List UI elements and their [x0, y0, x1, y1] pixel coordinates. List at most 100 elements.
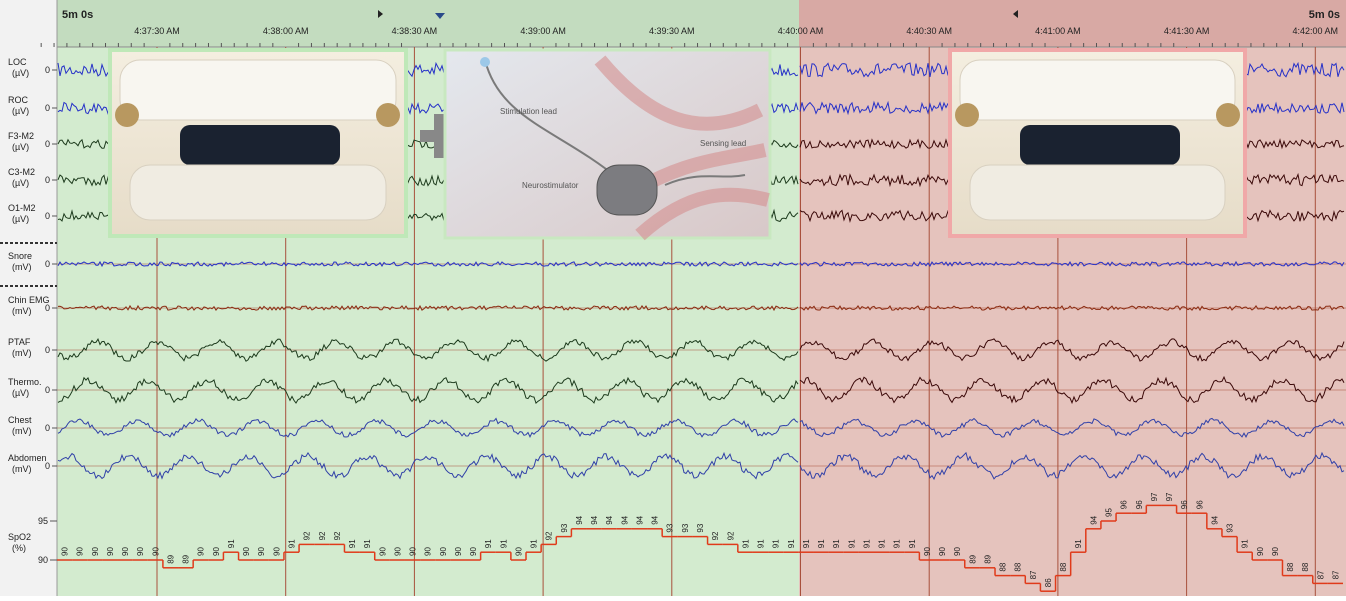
- spo2-value: 91: [817, 539, 826, 548]
- channel-unit: (mV): [12, 306, 32, 316]
- spo2-value: 90: [91, 547, 100, 556]
- neurostimulator-label: Neurostimulator: [522, 181, 579, 190]
- spo2-value: 93: [681, 523, 690, 532]
- spo2-value: 88: [1286, 562, 1295, 571]
- spo2-value: 86: [1044, 578, 1053, 587]
- psg-viewer: 5m 0s 5m 0s 4:37:30 AM4:38:00 AM4:38:30 …: [0, 0, 1346, 596]
- channel-label: PTAF: [8, 337, 31, 347]
- spo2-value: 94: [635, 515, 644, 524]
- spo2-value: 92: [545, 531, 554, 540]
- spo2-value: 91: [802, 539, 811, 548]
- spo2-value: 88: [1059, 562, 1068, 571]
- spo2-value: 88: [1301, 562, 1310, 571]
- spo2-value: 91: [1241, 539, 1250, 548]
- time-label: 4:39:30 AM: [649, 26, 695, 36]
- time-label: 4:41:00 AM: [1035, 26, 1081, 36]
- spo2-value: 89: [166, 554, 175, 563]
- time-label: 4:38:30 AM: [392, 26, 438, 36]
- spo2-value: 94: [651, 515, 660, 524]
- spo2-value: 94: [605, 515, 614, 524]
- spo2-value: 96: [1135, 500, 1144, 509]
- channel-label: Thermo.: [8, 377, 42, 387]
- time-label: 4:42:00 AM: [1293, 26, 1339, 36]
- channel-unit: (mV): [12, 464, 32, 474]
- spo2-value: 90: [378, 547, 387, 556]
- time-label: 4:38:00 AM: [263, 26, 309, 36]
- spo2-value: 97: [1150, 492, 1159, 501]
- spo2-value: 93: [666, 523, 675, 532]
- channel-zero: 0: [45, 259, 50, 269]
- oral-appliance-right: [950, 50, 1245, 236]
- channel-zero: 0: [45, 385, 50, 395]
- channel-unit: (µV): [12, 68, 29, 78]
- spo2-value: 92: [333, 531, 342, 540]
- spo2-value: 90: [953, 547, 962, 556]
- spo2-value: 90: [514, 547, 523, 556]
- spo2-value: 91: [772, 539, 781, 548]
- header-red: [799, 0, 1346, 47]
- spo2-value: 90: [424, 547, 433, 556]
- channel-label: LOC: [8, 57, 27, 67]
- spo2-value: 91: [499, 539, 508, 548]
- spo2-value: 94: [1210, 515, 1219, 524]
- spo2-value: 94: [620, 515, 629, 524]
- spo2-value: 91: [741, 539, 750, 548]
- header-green: [57, 0, 799, 47]
- spo2-value: 90: [1271, 547, 1280, 556]
- channel-unit: (mV): [12, 262, 32, 272]
- channel-label: Snore: [8, 251, 32, 261]
- channel-label: SpO2: [8, 532, 31, 542]
- oral-appliance-left: [110, 50, 406, 236]
- spo2-value: 91: [227, 539, 236, 548]
- channel-unit: (µV): [12, 142, 29, 152]
- spo2-value: 90: [469, 547, 478, 556]
- spo2-value: 88: [1014, 562, 1023, 571]
- channel-zero: 0: [45, 423, 50, 433]
- spo2-value: 90: [257, 547, 266, 556]
- channel-label: C3-M2: [8, 167, 35, 177]
- channel-unit: (mV): [12, 348, 32, 358]
- time-label: 4:41:30 AM: [1164, 26, 1210, 36]
- spo2-value: 90: [923, 547, 932, 556]
- channel-label: Chest: [8, 415, 32, 425]
- spo2-value: 90: [938, 547, 947, 556]
- spo2-value: 94: [590, 515, 599, 524]
- spo2-value: 89: [182, 554, 191, 563]
- spo2-value: 87: [1316, 570, 1325, 579]
- spo2-value: 92: [318, 531, 327, 540]
- spo2-value: 92: [711, 531, 720, 540]
- spo2-value: 90: [76, 547, 85, 556]
- spo2-value: 93: [1226, 523, 1235, 532]
- channel-unit: (%): [12, 543, 26, 553]
- channel-unit: (µV): [12, 214, 29, 224]
- spo2-value: 94: [575, 515, 584, 524]
- spo2-value: 91: [484, 539, 493, 548]
- channel-zero: 0: [45, 303, 50, 313]
- spo2-value: 90: [212, 547, 221, 556]
- spo2-value: 91: [878, 539, 887, 548]
- time-label: 4:40:30 AM: [906, 26, 952, 36]
- spo2-value: 96: [1120, 500, 1129, 509]
- channel-zero: 0: [45, 345, 50, 355]
- channel-unit: (µV): [12, 388, 29, 398]
- spo2-value: 93: [696, 523, 705, 532]
- channel-unit: (mV): [12, 426, 32, 436]
- spo2-value: 90: [439, 547, 448, 556]
- spo2-value: 91: [787, 539, 796, 548]
- channel-unit: (µV): [12, 178, 29, 188]
- spo2-value: 97: [1165, 492, 1174, 501]
- spo2-value: 88: [999, 562, 1008, 571]
- duration-left: 5m 0s: [62, 9, 93, 21]
- spo2-value: 91: [363, 539, 372, 548]
- spo2-value: 91: [847, 539, 856, 548]
- time-label: 4:39:00 AM: [520, 26, 566, 36]
- channel-label: Chin EMG: [8, 295, 50, 305]
- spo2-value: 91: [530, 539, 539, 548]
- channel-label: F3-M2: [8, 131, 34, 141]
- channel-zero: 0: [45, 139, 50, 149]
- channel-label: Abdomen: [8, 453, 47, 463]
- spo2-value: 90: [1256, 547, 1265, 556]
- spo2-value: 87: [1331, 570, 1340, 579]
- spo2-value: 91: [893, 539, 902, 548]
- channel-unit: (µV): [12, 106, 29, 116]
